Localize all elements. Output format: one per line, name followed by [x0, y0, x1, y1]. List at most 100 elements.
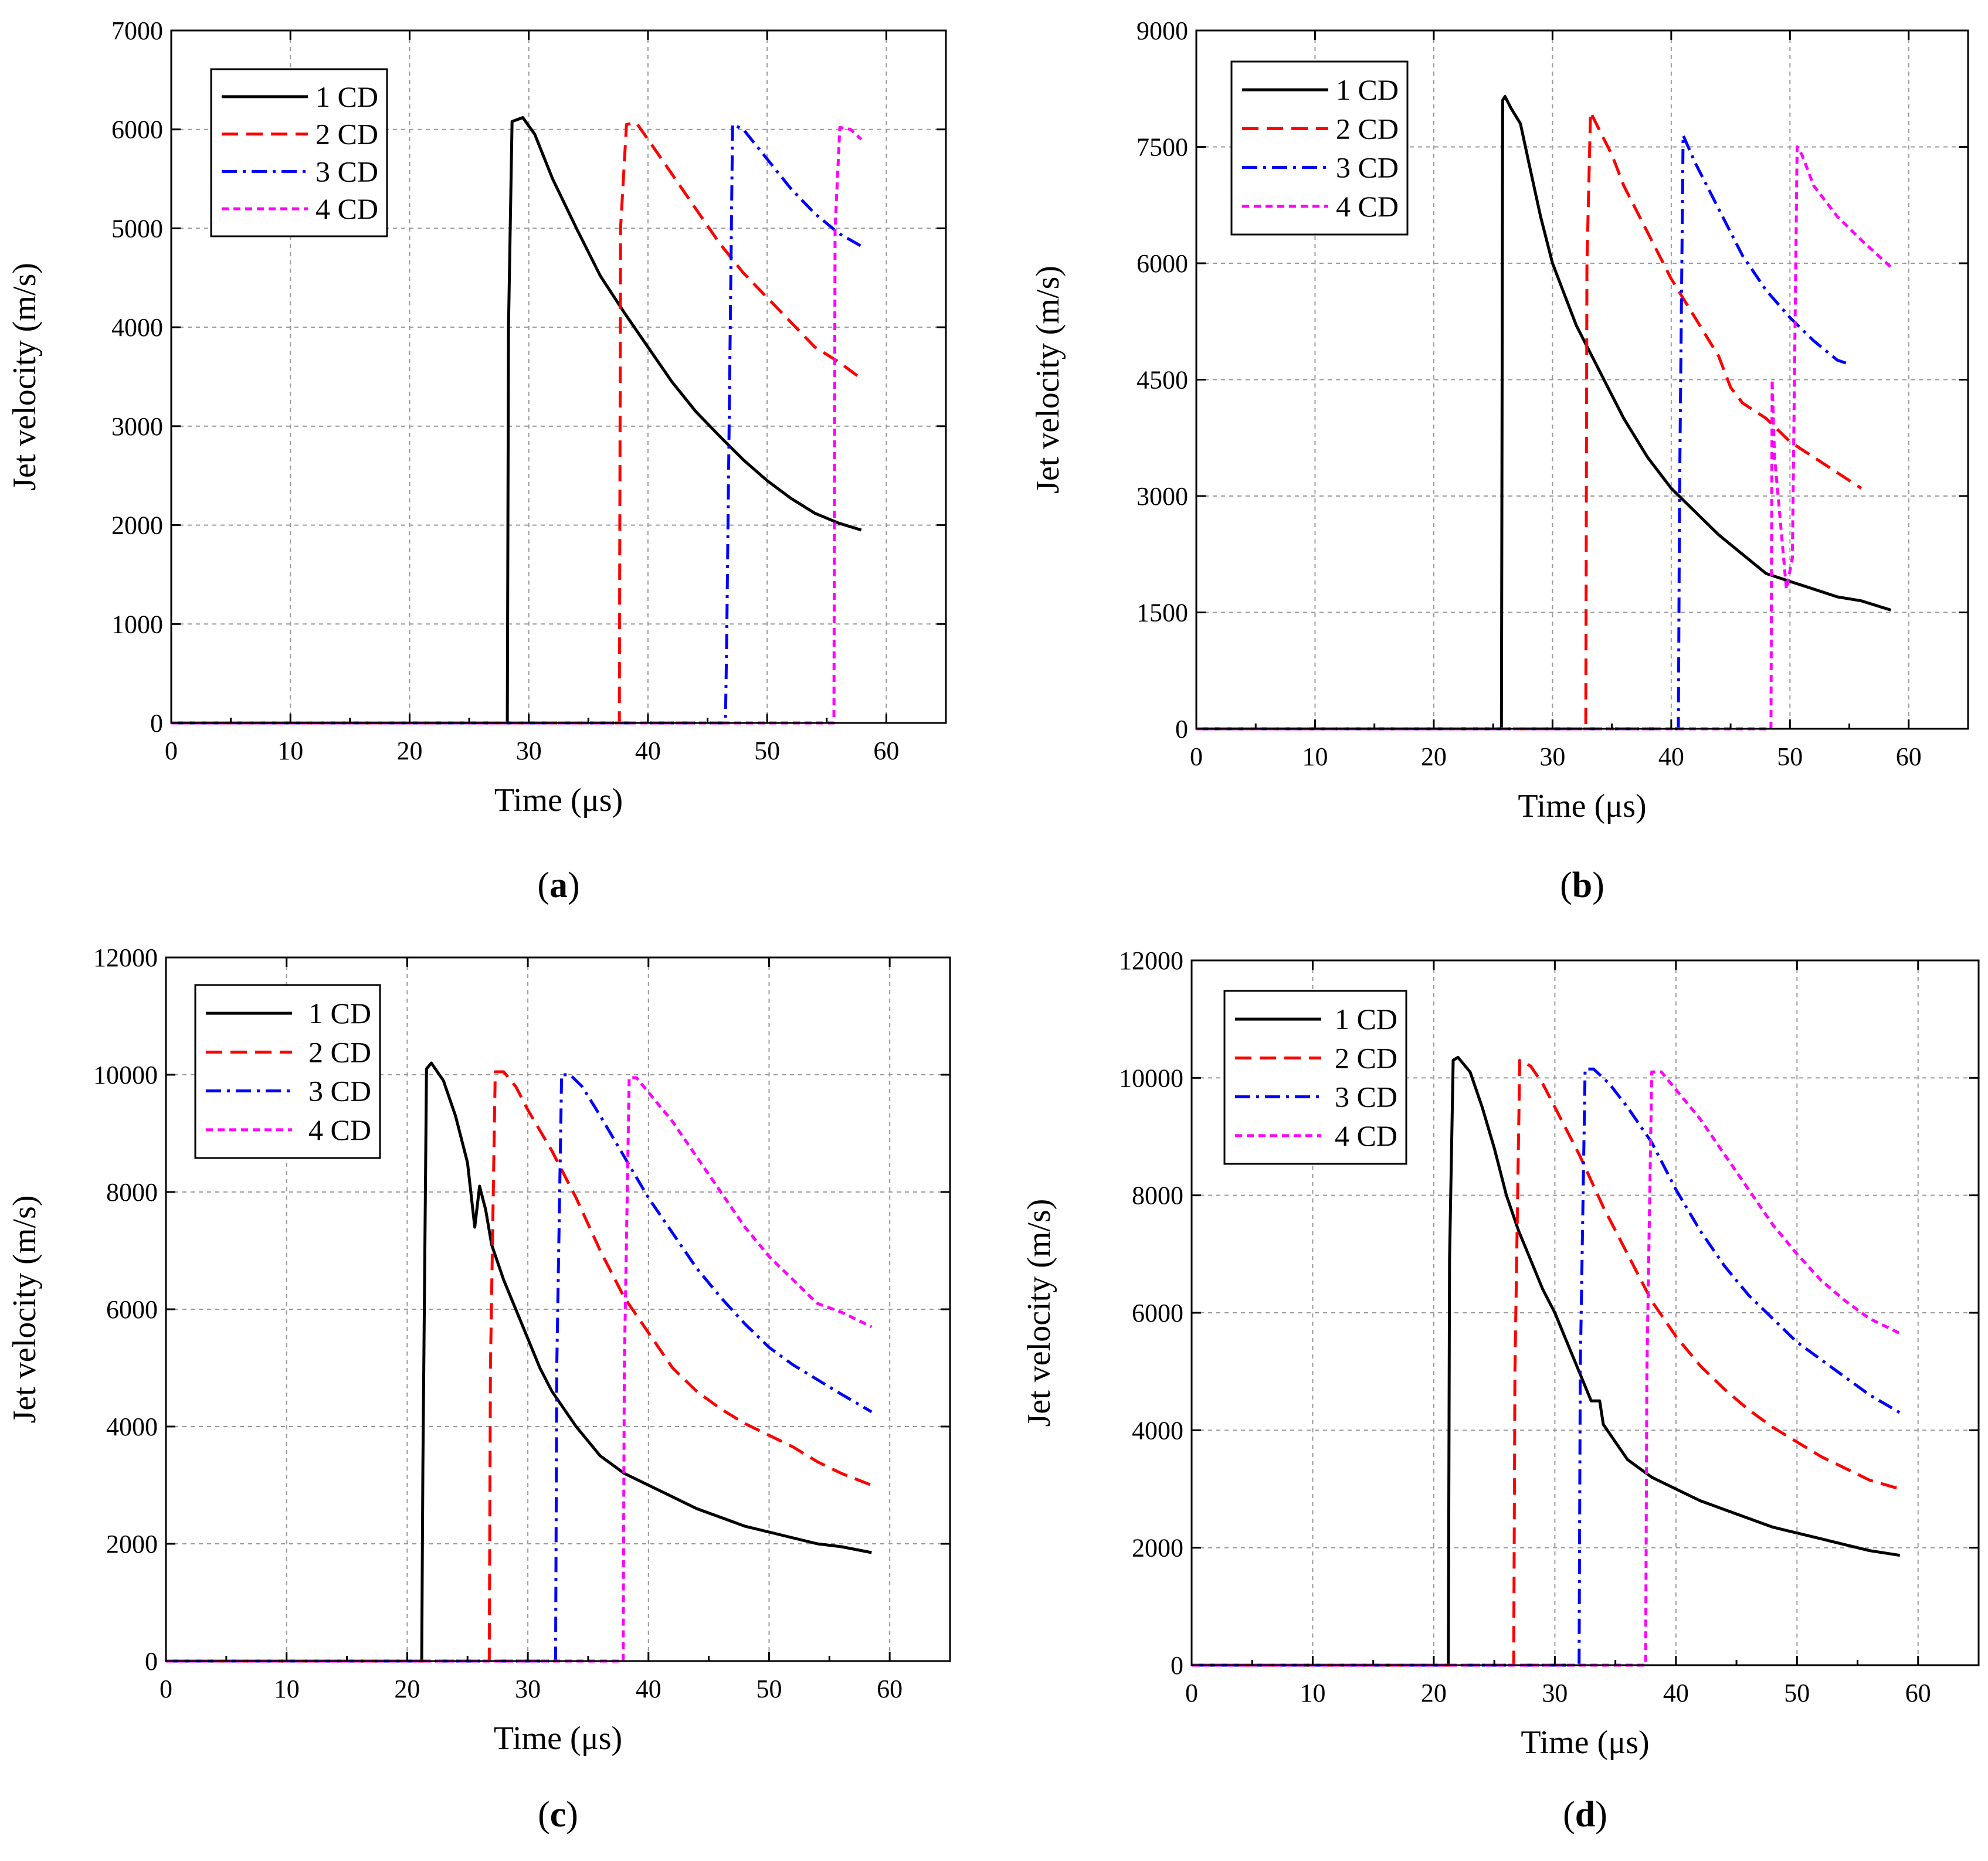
y-tick-label: 10000 [93, 1061, 158, 1089]
series-line-1-cd [1196, 95, 1892, 731]
y-axis-title: Jet velocity (m/s) [6, 263, 43, 491]
legend-label-3-cd: 3 CD [1336, 151, 1399, 184]
y-tick-label: 4000 [106, 1412, 158, 1441]
y-tick-label: 4000 [1132, 1416, 1183, 1445]
x-tick-label: 40 [1663, 1679, 1689, 1707]
x-tick-label: 20 [396, 736, 422, 765]
x-tick-label: 50 [754, 736, 780, 765]
y-tick-label: 2000 [106, 1530, 158, 1558]
series-line-1-cd [171, 116, 862, 725]
y-axis-title: Jet velocity (m/s) [1030, 266, 1066, 494]
y-axis-title: Jet velocity (m/s) [1021, 1199, 1057, 1427]
x-tick-label: 40 [635, 736, 661, 765]
x-tick-label: 40 [636, 1675, 661, 1703]
legend-label-4-cd: 4 CD [1335, 1119, 1397, 1152]
legend-label-2-cd: 2 CD [1335, 1041, 1397, 1074]
y-tick-label: 3000 [111, 412, 163, 441]
y-tick-label: 1000 [111, 610, 163, 639]
x-tick-label: 50 [1784, 1679, 1810, 1707]
panel-caption: (c) [538, 1795, 578, 1835]
x-tick-label: 0 [1190, 742, 1203, 771]
x-tick-label: 0 [160, 1675, 172, 1703]
chart-panel-b: 0 10 20 30 40 50 60 0 1500 3000 4500 6000 7500 9000 Ti… [1030, 16, 1969, 905]
legend: 1 CD 2 CD 3 CD 4 CD [1230, 60, 1409, 236]
y-tick-label: 2000 [111, 511, 163, 540]
y-tick-label: 0 [1171, 1651, 1183, 1680]
y-tick-label: 8000 [1132, 1181, 1183, 1210]
y-tick-label: 7000 [111, 16, 163, 45]
y-tick-label: 5000 [111, 214, 163, 243]
y-tick-label: 3000 [1137, 482, 1188, 511]
legend-label-4-cd: 4 CD [315, 192, 378, 225]
x-tick-label: 50 [1777, 742, 1803, 771]
x-tick-label: 60 [1905, 1679, 1931, 1707]
series-line-3-cd [171, 123, 862, 725]
series-line-3-cd [1192, 1067, 1901, 1667]
legend-label-1-cd: 1 CD [1335, 1003, 1397, 1035]
series-line-1-cd [1192, 1055, 1901, 1667]
plot-frame [170, 29, 947, 724]
x-tick-label: 30 [516, 736, 542, 765]
y-tick-label: 8000 [106, 1178, 158, 1207]
x-tick-label: 10 [1302, 742, 1328, 771]
y-tick-label: 2000 [1132, 1534, 1183, 1563]
panel-caption: (d) [1563, 1795, 1607, 1835]
x-tick-label: 30 [1539, 742, 1565, 771]
y-tick-label: 12000 [1119, 946, 1183, 975]
series-line-2-cd [171, 121, 863, 725]
x-tick-label: 20 [1421, 742, 1447, 771]
legend: 1 CD 2 CD 3 CD 4 CD [194, 984, 381, 1159]
chart-panel-c: 0 10 20 30 40 50 60 0 2000 4000 6000 8000 10000 12000… [6, 943, 951, 1835]
x-tick-label: 30 [1542, 1679, 1568, 1707]
legend-label-3-cd: 3 CD [315, 155, 378, 188]
y-tick-label: 6000 [1132, 1299, 1183, 1327]
legend-label-3-cd: 3 CD [1335, 1081, 1397, 1113]
legend: 1 CD 2 CD 3 CD 4 CD [1223, 990, 1407, 1165]
x-tick-label: 0 [165, 736, 178, 765]
x-tick-label: 30 [515, 1675, 541, 1703]
y-tick-label: 0 [145, 1647, 158, 1676]
x-axis-title: Time (μs) [494, 782, 623, 819]
series-line-4-cd [166, 1076, 873, 1663]
series-line-4-cd [1196, 145, 1892, 731]
legend: 1 CD 2 CD 3 CD 4 CD [210, 68, 388, 237]
legend-label-1-cd: 1 CD [1336, 73, 1399, 106]
y-tick-label: 6000 [111, 116, 163, 144]
series-line-4-cd [1192, 1070, 1901, 1667]
x-tick-label: 10 [274, 1675, 300, 1703]
y-tick-label: 4000 [111, 313, 163, 342]
panel-caption: (a) [537, 865, 579, 905]
y-axis-title: Jet velocity (m/s) [6, 1196, 43, 1424]
y-tick-label: 10000 [1119, 1064, 1183, 1092]
panel-caption: (b) [1560, 865, 1604, 905]
y-tick-label: 6000 [1137, 249, 1188, 278]
x-tick-label: 20 [394, 1675, 420, 1703]
x-tick-label: 60 [873, 736, 899, 765]
y-tick-label: 0 [150, 709, 163, 738]
x-axis-title: Time (μs) [494, 1720, 622, 1757]
legend-label-2-cd: 2 CD [308, 1035, 371, 1068]
x-tick-label: 10 [277, 736, 303, 765]
series-line-2-cd [1196, 110, 1863, 731]
x-tick-label: 60 [877, 1675, 903, 1703]
x-tick-label: 0 [1185, 1679, 1198, 1707]
series-line-3-cd [166, 1073, 873, 1663]
y-tick-label: 4500 [1137, 366, 1188, 395]
legend-label-3-cd: 3 CD [308, 1075, 371, 1108]
legend-label-4-cd: 4 CD [308, 1113, 371, 1146]
x-tick-label: 20 [1421, 1679, 1447, 1707]
series-line-2-cd [166, 1070, 873, 1663]
x-tick-label: 50 [756, 1675, 782, 1703]
chart-panel-d: 0 10 20 30 40 50 60 0 2000 4000 6000 8000 10000 12000… [1021, 946, 1980, 1835]
series-line-3-cd [1196, 134, 1850, 731]
x-axis-title: Time (μs) [1518, 788, 1646, 824]
y-tick-label: 12000 [93, 943, 158, 972]
series-line-1-cd [166, 1061, 872, 1663]
legend-label-1-cd: 1 CD [315, 80, 378, 113]
x-tick-label: 10 [1300, 1679, 1325, 1707]
y-tick-label: 7500 [1137, 133, 1188, 162]
y-tick-label: 9000 [1137, 16, 1188, 45]
y-tick-label: 6000 [106, 1295, 158, 1324]
y-tick-label: 0 [1175, 715, 1188, 743]
legend-label-2-cd: 2 CD [315, 118, 378, 151]
